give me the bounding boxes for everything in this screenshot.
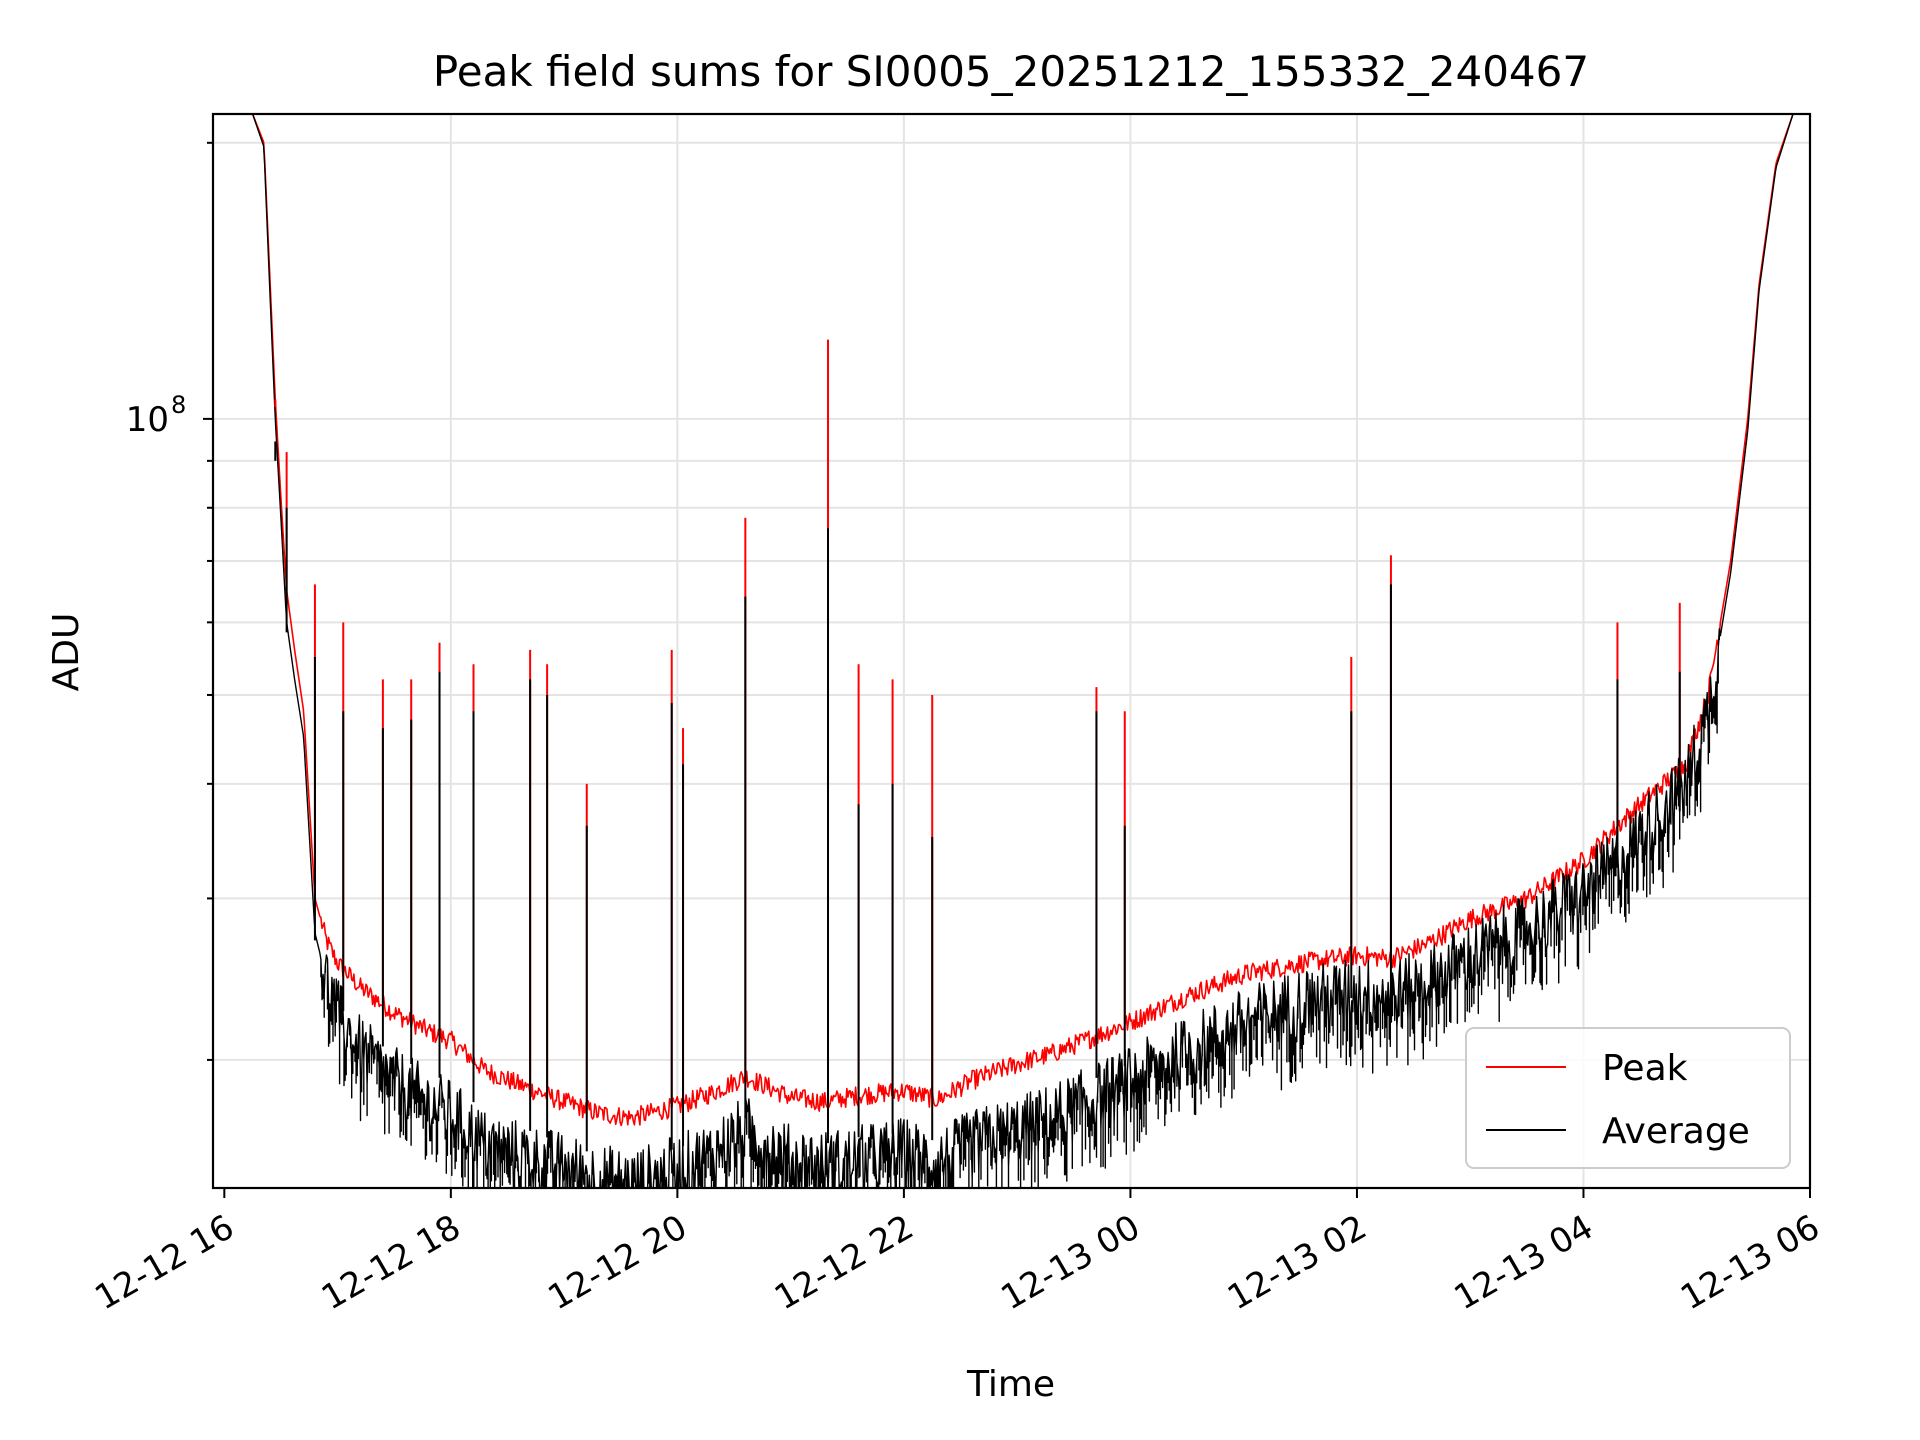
series-line-peak <box>251 114 1794 1127</box>
axes-frame <box>211 112 1812 1190</box>
x-tick-label: 12-13 02 <box>1221 1207 1373 1318</box>
series-average <box>251 114 1794 1188</box>
legend-average-label: Average <box>1602 1111 1750 1152</box>
x-tick-label: 12-12 22 <box>768 1207 920 1318</box>
x-tick-label: 12-12 16 <box>88 1207 240 1318</box>
x-tick-label: 12-12 20 <box>541 1207 693 1318</box>
series-line-average <box>251 114 1794 1188</box>
y-tick-label-exponent: 8 <box>171 391 186 419</box>
y-axis-label: ADU <box>46 613 87 692</box>
y-tick-label: 10 <box>126 400 169 440</box>
legend: Peak Average <box>1465 1027 1791 1169</box>
x-axis-label: Time <box>966 1364 1055 1405</box>
spike-group <box>274 339 1681 1152</box>
legend-peak-label: Peak <box>1602 1048 1688 1089</box>
grid <box>213 114 1810 1188</box>
series-peak <box>251 114 1794 1127</box>
chart-title: Peak field sums for SI0005_20251212_1553… <box>433 47 1589 96</box>
x-tick-label: 12-13 00 <box>995 1207 1147 1318</box>
legend-box <box>1465 1027 1791 1169</box>
y-axis: 10 8 <box>126 141 213 1061</box>
x-tick-label: 12-13 04 <box>1448 1207 1600 1318</box>
x-tick-label: 12-12 18 <box>315 1207 467 1318</box>
x-axis: 12-12 16 12-12 18 12-12 20 12-12 22 12-13 00… <box>88 1188 1827 1318</box>
plot-area <box>251 114 1794 1188</box>
x-tick-label: 12-13 06 <box>1674 1207 1826 1318</box>
